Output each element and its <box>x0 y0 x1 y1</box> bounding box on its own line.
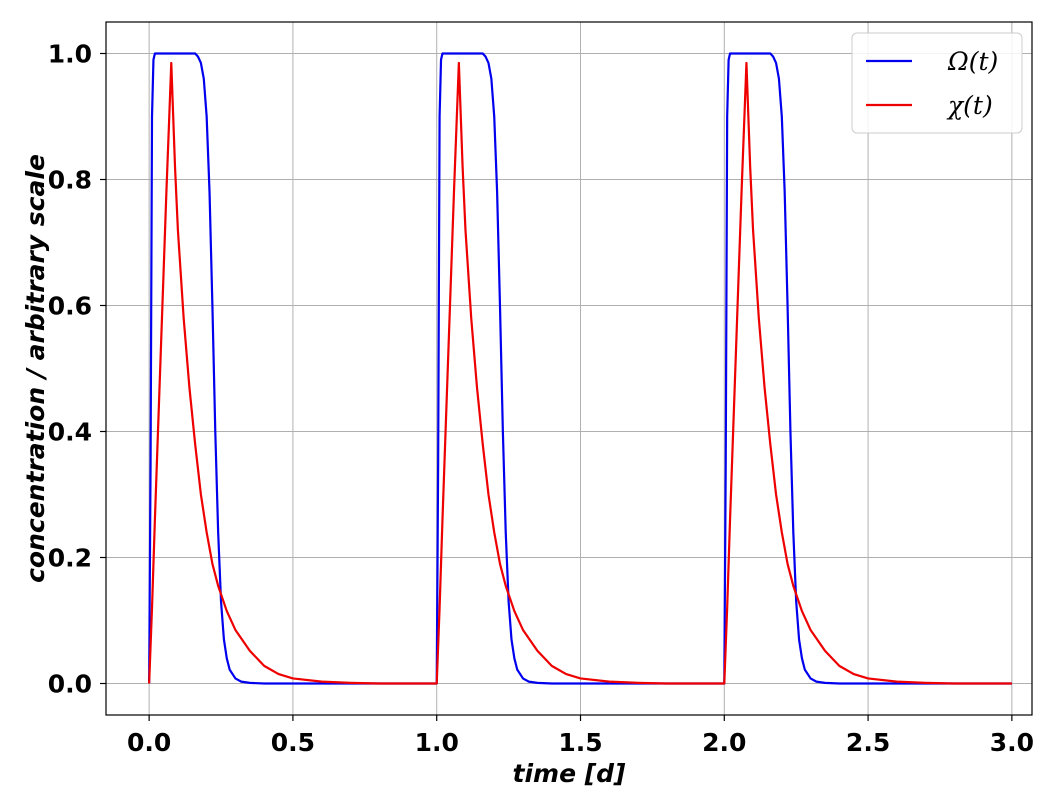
x-tick-label: 0.5 <box>271 728 315 757</box>
legend-label: Ω(t) <box>947 47 998 76</box>
series-line-chi <box>148 61 1012 685</box>
x-tick-label: 0.0 <box>127 728 171 757</box>
x-axis: 0.0 0.5 1.0 1.5 2.0 2.5 3.0 <box>127 715 1034 757</box>
legend-label: χ(t) <box>946 91 993 120</box>
legend-box <box>851 32 1023 134</box>
y-tick-label: 0.4 <box>48 418 92 447</box>
x-axis-title: time [d] <box>513 759 627 788</box>
y-axis: 0.0 0.2 0.4 0.6 0.8 1.0 <box>48 40 106 699</box>
x-tick-label: 2.0 <box>702 728 746 757</box>
x-tick-label: 1.5 <box>558 728 602 757</box>
y-tick-label: 0.2 <box>48 544 92 573</box>
series-line-omega <box>148 52 1012 685</box>
x-tick-label: 2.5 <box>846 728 890 757</box>
x-tick-label: 3.0 <box>990 728 1034 757</box>
series-layer <box>148 52 1012 685</box>
legend: Ω(t) χ(t) <box>851 32 1023 134</box>
y-tick-label: 0.8 <box>48 166 92 195</box>
x-tick-label: 1.0 <box>415 728 459 757</box>
y-tick-label: 1.0 <box>48 40 92 69</box>
y-tick-label: 0.6 <box>48 292 92 321</box>
y-axis-title: concentration / arbitrary scale <box>21 154 50 583</box>
y-tick-label: 0.0 <box>48 670 92 699</box>
plot-frame <box>105 21 1033 716</box>
